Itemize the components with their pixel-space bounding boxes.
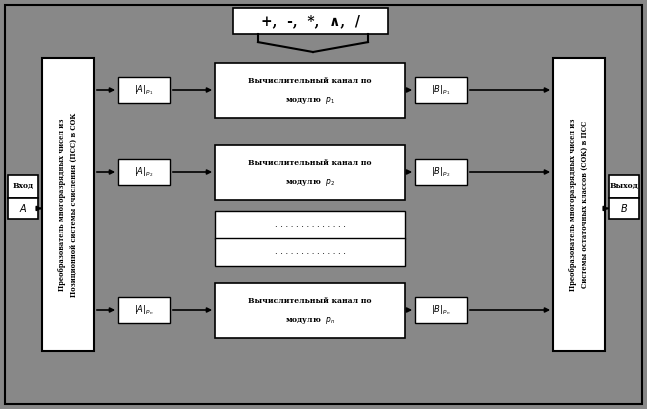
Bar: [42, 58, 94, 351]
Bar: [415, 77, 467, 103]
Text: $|A|_{p_n}$: $|A|_{p_n}$: [134, 303, 154, 317]
Text: Вход: Вход: [12, 182, 34, 191]
Bar: [118, 297, 170, 323]
Text: $|A|_{p_1}$: $|A|_{p_1}$: [135, 83, 154, 97]
Text: Вычислительный канал по: Вычислительный канал по: [248, 297, 372, 305]
Text: $|B|_{p_1}$: $|B|_{p_1}$: [432, 83, 451, 97]
Text: $|B|_{p_n}$: $|B|_{p_n}$: [432, 303, 451, 317]
Bar: [609, 198, 639, 219]
Bar: [553, 58, 605, 351]
Text: Выход: Выход: [609, 182, 639, 191]
Text: +,  -,  *,  ∧,  /: +, -, *, ∧, /: [261, 14, 360, 28]
Bar: [215, 211, 405, 239]
Bar: [118, 159, 170, 185]
Text: . . . . . . . . . . . . . .: . . . . . . . . . . . . . .: [274, 248, 345, 256]
Bar: [8, 198, 38, 219]
Text: $|B|_{p_2}$: $|B|_{p_2}$: [432, 165, 451, 179]
Bar: [415, 159, 467, 185]
Bar: [233, 8, 388, 34]
Text: Преобразователь многоразрядных чисел из
Системы остаточных классов (СОК) в ПСС: Преобразователь многоразрядных чисел из …: [569, 118, 589, 291]
Text: Вычислительный канал по: Вычислительный канал по: [248, 77, 372, 85]
Text: модулю  $p_1$: модулю $p_1$: [285, 94, 335, 106]
Text: . . . . . . . . . . . . . .: . . . . . . . . . . . . . .: [274, 221, 345, 229]
Bar: [118, 77, 170, 103]
Text: модулю  $p_n$: модулю $p_n$: [285, 315, 335, 326]
Text: модулю  $p_2$: модулю $p_2$: [285, 177, 335, 187]
Text: $B$: $B$: [620, 202, 628, 214]
Bar: [215, 283, 405, 337]
Text: Вычислительный канал по: Вычислительный канал по: [248, 159, 372, 167]
Text: $|A|_{p_2}$: $|A|_{p_2}$: [135, 165, 154, 179]
Bar: [215, 144, 405, 200]
Bar: [215, 63, 405, 117]
Bar: [415, 297, 467, 323]
Bar: [215, 238, 405, 266]
Bar: [8, 175, 38, 198]
Text: Преобразователь многоразрядных чисел из
Позиционной системы счисления (ПСС) в СО: Преобразователь многоразрядных чисел из …: [58, 112, 78, 297]
Text: $A$: $A$: [19, 202, 27, 214]
Bar: [609, 175, 639, 198]
